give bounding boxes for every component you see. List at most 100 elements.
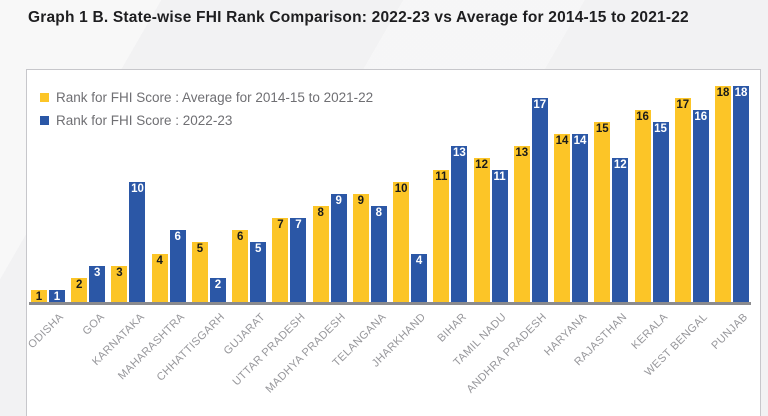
- x-axis-label: ODISHA: [26, 311, 67, 352]
- x-axis-label: ANDHRA PRADESH: [464, 311, 550, 396]
- bar-value-label: 2: [76, 279, 83, 291]
- bar-2022-23: 14: [572, 134, 589, 302]
- bar-2022-23: 1: [49, 290, 65, 303]
- bar-average: 10: [393, 182, 410, 302]
- legend-label-average: Rank for FHI Score : Average for 2014-15…: [56, 90, 374, 105]
- bar-average: 13: [513, 146, 530, 302]
- x-axis-label: CHHATTISGARH: [154, 311, 228, 384]
- bar-group-uttar-pradesh: 7 7 UTTAR PRADESH: [231, 218, 308, 388]
- bar-2022-23: 4: [411, 254, 428, 302]
- bar-value-label: 10: [131, 183, 144, 195]
- bar-value-label: 5: [254, 243, 262, 255]
- bar-group-tamil-nadu: 12 11 TAMIL NADU: [452, 158, 509, 369]
- bar-average: 17: [674, 98, 691, 302]
- bar-value-label: 13: [452, 147, 466, 159]
- bar-value-label: 6: [236, 231, 244, 243]
- bar-group-madhya-pradesh: 8 9 MADHYA PRADESH: [264, 194, 348, 395]
- legend-item-average: Rank for FHI Score : Average for 2014-15…: [40, 86, 373, 109]
- bar-average: 5: [191, 242, 208, 302]
- bar-group-west-bengal: 17 16 WEST BENGAL: [643, 98, 710, 379]
- x-axis-label: PUNJAB: [709, 311, 751, 352]
- bar-2022-23: 8: [370, 206, 387, 302]
- bar-average: 14: [554, 134, 571, 302]
- bar-2022-23: 16: [692, 110, 709, 302]
- bar-value-label: 3: [94, 267, 101, 279]
- bar-group-punjab: 18 18 PUNJAB: [710, 86, 750, 352]
- bar-group-kerala: 16 15 KERALA: [629, 110, 670, 352]
- chart-legend: Rank for FHI Score : Average for 2014-15…: [40, 86, 373, 132]
- bar-value-label: 13: [515, 147, 529, 159]
- bar-group-maharashtra: 4 6 MAHARASHTRA: [116, 230, 187, 382]
- plot-area: 1 1 ODISHA 2 3 GOA 3 10 KARNATAKA 4 6 MAHARASHTRA 5 2…: [26, 70, 750, 396]
- bar-2022-23: 3: [89, 266, 106, 302]
- bar-2022-23: 6: [169, 230, 186, 302]
- bar-average: 1: [31, 290, 47, 303]
- bar-group-haryana: 14 14 HARYANA: [542, 134, 590, 358]
- bar-value-label: 2: [214, 279, 222, 291]
- legend-marker-2022-23-icon: [40, 116, 49, 125]
- bar-value-label: 4: [156, 255, 163, 267]
- bar-2022-23: 15: [652, 122, 669, 302]
- bars-container: 1 1 ODISHA 2 3 GOA 3 10 KARNATAKA 4 6 MAHARASHTRA 5 2…: [26, 86, 750, 396]
- x-axis-label: GOA: [80, 311, 107, 338]
- bar-value-label: 17: [676, 99, 690, 111]
- bar-value-label: 17: [533, 99, 547, 111]
- x-axis-label: UTTAR PRADESH: [230, 311, 308, 389]
- bar-2022-23: 9: [330, 194, 347, 302]
- bar-2022-23: 17: [531, 98, 548, 302]
- bar-value-label: 4: [415, 255, 423, 267]
- bar-average: 6: [232, 230, 249, 302]
- legend-marker-average-icon: [40, 93, 49, 102]
- bar-value-label: 8: [375, 207, 383, 219]
- bar-group-chhattisgarh: 5 2 CHHATTISGARH: [155, 242, 227, 384]
- bar-group-andhra-pradesh: 13 17 ANDHRA PRADESH: [465, 98, 549, 396]
- bar-value-label: 1: [35, 291, 43, 303]
- bar-value-label: 9: [357, 195, 365, 207]
- chart-card: Rank for FHI Score : Average for 2014-15…: [26, 69, 761, 416]
- bar-average: 12: [473, 158, 490, 302]
- x-axis-label: KERALA: [629, 311, 671, 352]
- bar-value-label: 9: [335, 195, 342, 207]
- bar-value-label: 11: [493, 171, 506, 183]
- bar-2022-23: 18: [732, 86, 749, 302]
- bar-group-rajasthan: 15 12 RAJASTHAN: [572, 122, 630, 368]
- x-axis-label: BIHAR: [435, 311, 469, 345]
- bar-value-label: 10: [394, 183, 408, 195]
- bar-2022-23: 12: [612, 158, 629, 302]
- bar-value-label: 14: [555, 135, 569, 147]
- bar-value-label: 16: [694, 111, 708, 123]
- bar-2022-23: 13: [451, 146, 468, 302]
- bar-average: 11: [433, 170, 450, 302]
- bar-value-label: 5: [196, 243, 204, 255]
- bar-value-label: 11: [435, 171, 448, 183]
- bar-value-label: 16: [636, 111, 649, 123]
- bar-value-label: 7: [277, 219, 284, 231]
- bar-value-label: 1: [53, 291, 61, 303]
- bar-average: 16: [634, 110, 651, 302]
- bar-2022-23: 11: [491, 170, 508, 302]
- bar-value-label: 18: [716, 87, 730, 99]
- legend-label-2022-23: Rank for FHI Score : 2022-23: [56, 113, 233, 128]
- bar-2022-23: 5: [250, 242, 267, 302]
- bar-group-telangana: 9 8 TELANGANA: [330, 194, 388, 369]
- bar-2022-23: 2: [209, 278, 226, 302]
- bar-average: 3: [111, 266, 128, 302]
- bar-average: 18: [714, 86, 731, 302]
- bar-average: 8: [312, 206, 329, 302]
- bar-value-label: 18: [734, 87, 748, 99]
- legend-item-2022-23: Rank for FHI Score : 2022-23: [40, 109, 373, 132]
- page-title: Graph 1 B. State-wise FHI Rank Compariso…: [28, 9, 689, 26]
- bar-value-label: 15: [595, 123, 609, 135]
- bar-value-label: 12: [613, 159, 627, 171]
- bar-average: 9: [352, 194, 369, 302]
- bar-group-bihar: 11 13 BIHAR: [433, 146, 469, 345]
- bar-value-label: 8: [317, 207, 324, 219]
- bar-group-odisha: 1 1 ODISHA: [26, 290, 66, 351]
- bar-average: 4: [151, 254, 168, 302]
- bar-value-label: 7: [295, 219, 302, 231]
- bar-value-label: 14: [573, 135, 587, 147]
- bar-value-label: 3: [116, 267, 123, 279]
- x-axis-line: [29, 302, 751, 305]
- bar-group-gujarat: 6 5 GUJARAT: [221, 230, 268, 357]
- bar-group-goa: 2 3 GOA: [71, 266, 107, 338]
